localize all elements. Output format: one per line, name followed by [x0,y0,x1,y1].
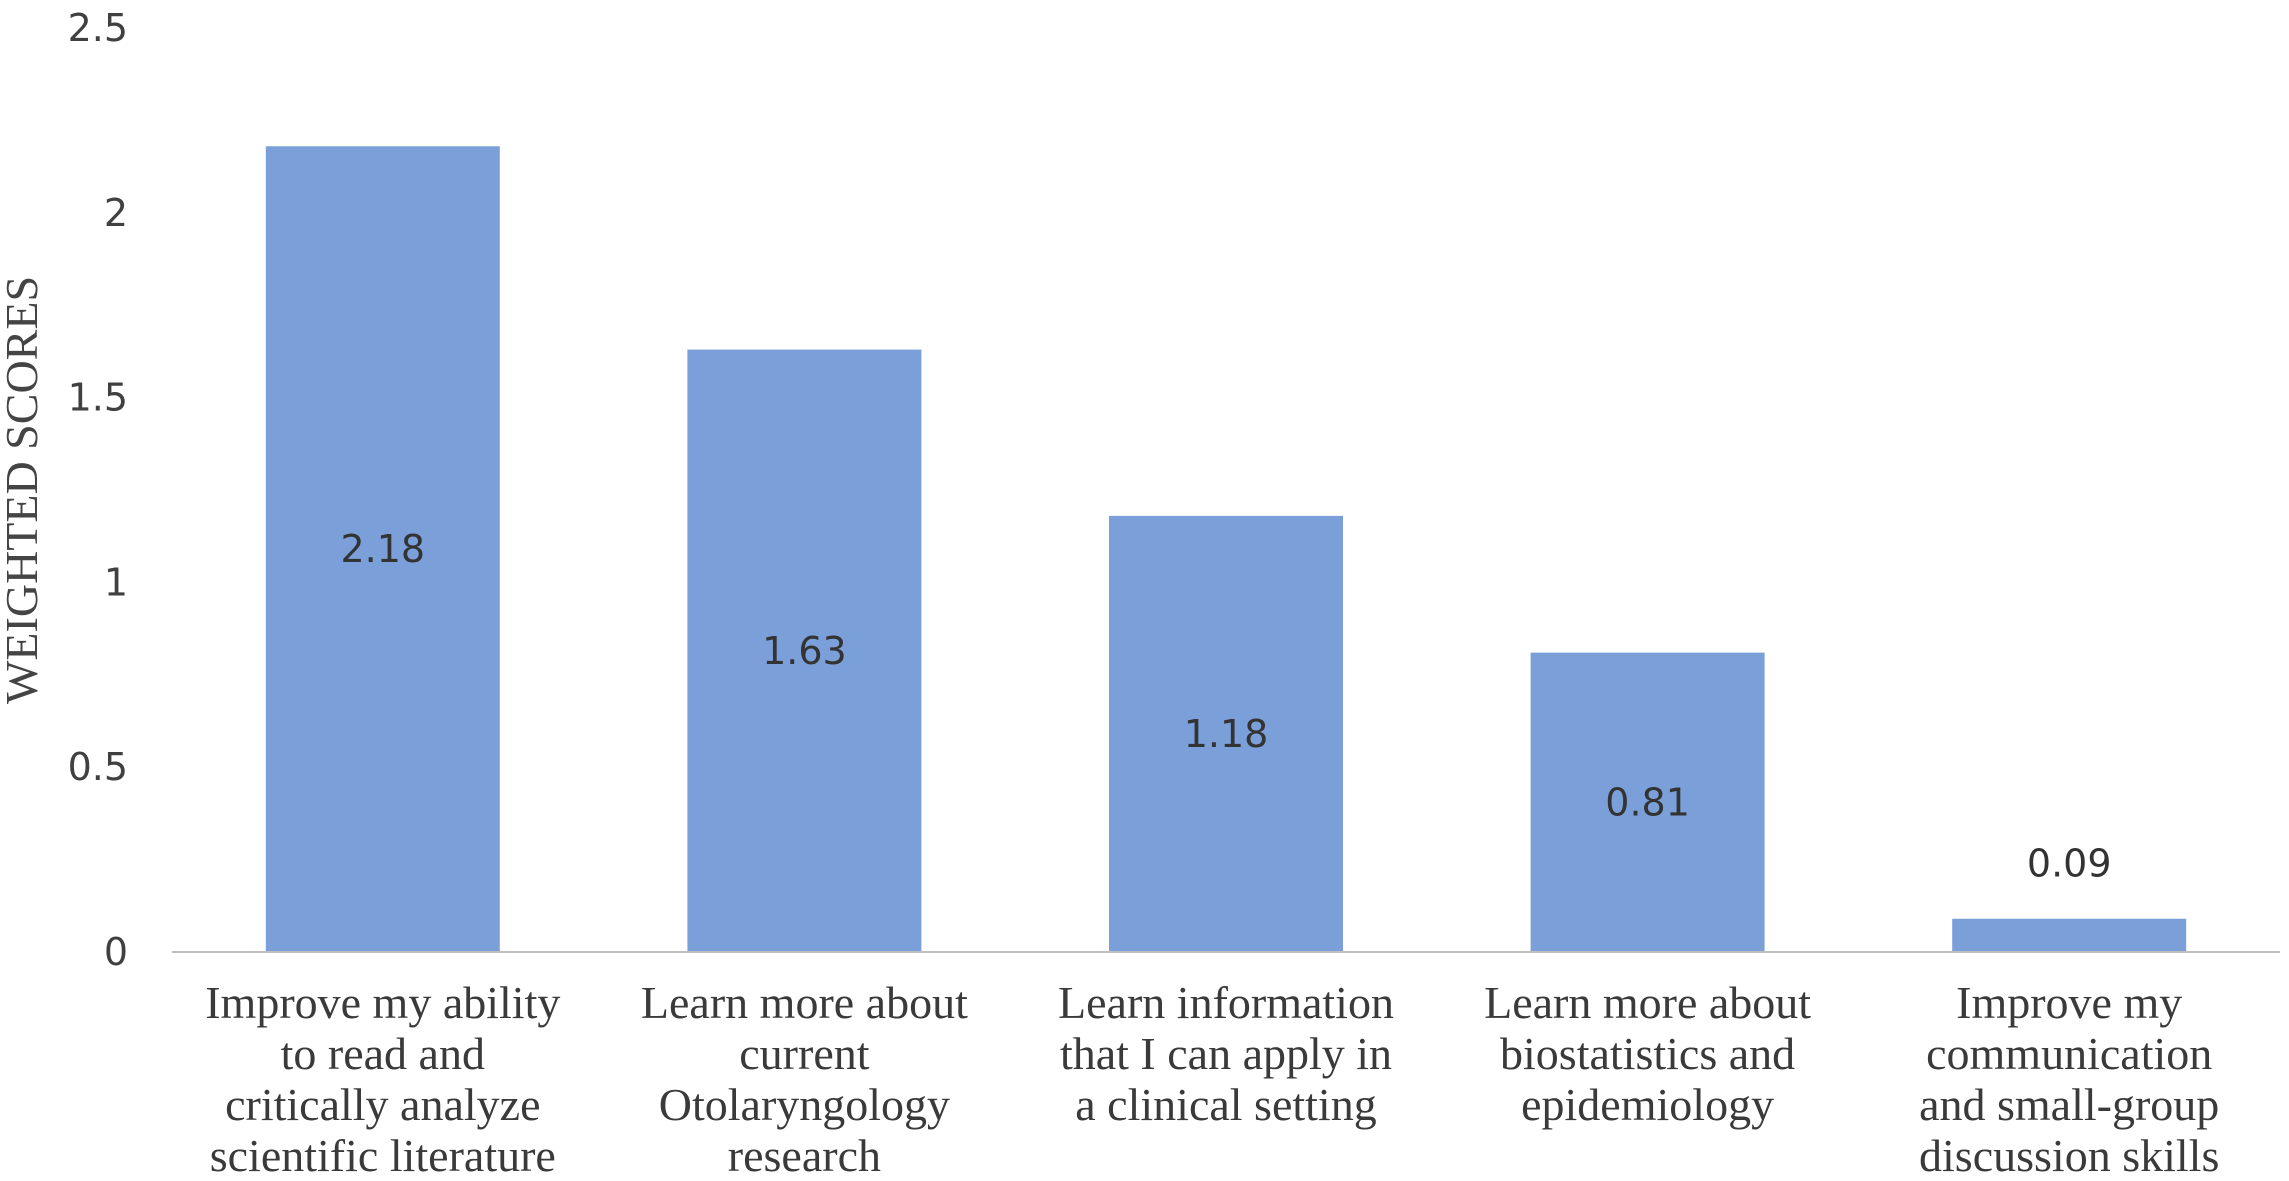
data-label: 1.18 [1184,712,1269,756]
data-label: 1.63 [762,629,847,673]
x-tick-label: Improve my ability to read and critically … [205,977,560,1181]
bar [265,146,500,953]
bar [1530,652,1765,952]
y-tick-label: 2 [104,191,128,235]
category-labels: Improve my ability to read and critically … [205,977,2219,1181]
y-axis-ticks: 0 0.5 1 1.5 2 2.5 [68,6,128,974]
x-tick-label: Learn more about biostatistics and epidemi… [1484,977,1811,1130]
y-tick-label: 1.5 [68,376,128,420]
x-tick-label: Improve my communication and small-group di… [1919,977,2219,1181]
y-tick-label: 2.5 [68,6,128,50]
data-label: 0.81 [1605,780,1690,824]
bar [687,349,922,952]
bar [1109,515,1343,952]
y-axis-title: WEIGHTED SCORES [0,276,47,704]
y-tick-label: 0.5 [68,745,128,789]
data-label: 0.09 [2027,842,2112,886]
data-labels: 2.18 1.63 1.18 0.81 0.09 [340,527,2111,886]
x-tick-label: Learn more about current Otolaryngology res… [641,977,968,1181]
x-tick-label: Learn information that I can apply in a cl… [1058,977,1394,1130]
y-tick-label: 1 [104,560,128,604]
bar [1952,918,2187,952]
y-tick-label: 0 [104,930,128,974]
data-label: 2.18 [340,527,425,571]
bars [265,146,2187,953]
